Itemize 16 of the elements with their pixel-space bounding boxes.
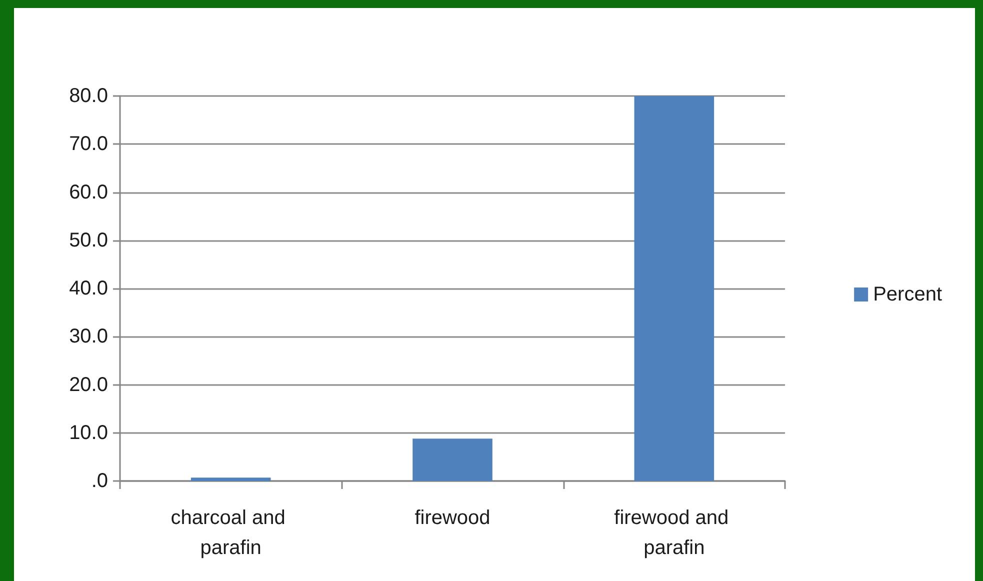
y-tick-label: 80.0 [69, 85, 108, 107]
y-tick-label: .0 [91, 470, 108, 492]
y-tick-label: 70.0 [69, 133, 108, 156]
y-tick-label: 40.0 [69, 278, 108, 300]
x-tick-label: firewood [414, 507, 490, 529]
y-tick-label: 50.0 [69, 229, 108, 252]
y-tick-label: 30.0 [69, 326, 108, 348]
x-tick-label: charcoal and parafin [170, 507, 291, 559]
y-tick-label: 10.0 [69, 422, 108, 444]
bar [190, 478, 271, 481]
legend-label: Percent [873, 284, 942, 306]
x-tick-label: firewood and parafin [614, 507, 734, 559]
bar [412, 438, 492, 481]
y-tick-label: 60.0 [69, 181, 108, 204]
y-tick-label: 20.0 [69, 374, 108, 396]
bar [634, 96, 714, 481]
